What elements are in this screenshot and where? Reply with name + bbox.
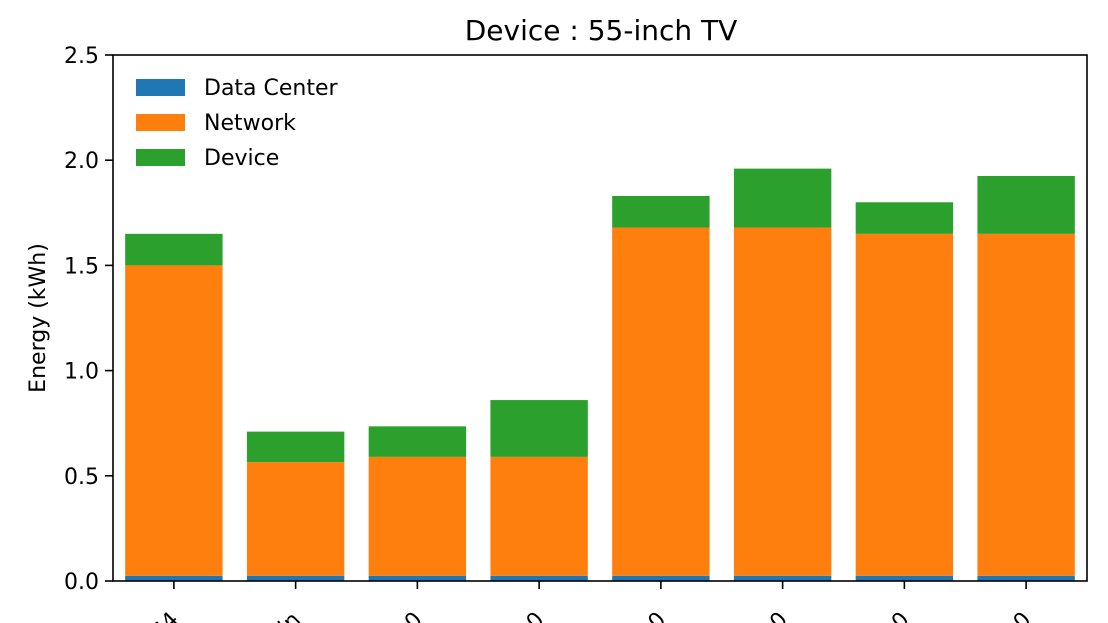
bar-network (246, 462, 345, 576)
x-axis-ticks: 64 in 10 10 10 10 10 10 (147, 581, 1036, 623)
legend-swatch (136, 149, 185, 166)
bar-device (612, 195, 710, 228)
y-axis-ticks: 0.0 0.5 1.0 1.5 2.0 2.5 (64, 44, 113, 595)
y-axis-label: Energy (kWh) (26, 243, 51, 393)
bar-device (977, 175, 1075, 234)
legend-label: Network (204, 111, 296, 136)
bar-network (612, 227, 710, 576)
x-tick-label: 10 (390, 608, 427, 623)
bar-device (368, 426, 467, 457)
bar-device (490, 400, 588, 457)
legend: Data Center Network Device (136, 76, 339, 171)
y-tick-label: 2.0 (64, 149, 99, 174)
bar-network (855, 233, 954, 576)
legend-swatch (136, 114, 185, 131)
bar-data-center (368, 575, 467, 581)
x-tick-label: 64 (147, 608, 184, 623)
legend-swatch (136, 79, 185, 96)
y-tick-label: 1.5 (64, 254, 99, 279)
bar-data-center (125, 575, 223, 581)
y-tick-label: 0.5 (64, 465, 99, 490)
bar-data-center (246, 575, 345, 581)
bar-network (977, 233, 1075, 576)
x-tick-label: 10 (877, 608, 914, 623)
legend-label: Device (204, 146, 279, 171)
legend-label: Data Center (204, 76, 339, 101)
plot-frame (112, 54, 1088, 582)
x-tick-label: 10 (999, 608, 1036, 623)
x-tick-label: 10 (634, 608, 671, 623)
bar-data-center (612, 575, 710, 581)
bar-network (125, 265, 223, 576)
y-tick-label: 1.0 (64, 360, 99, 385)
bar-network (490, 456, 588, 576)
x-tick-label: in (274, 608, 306, 623)
y-tick-label: 2.5 (64, 44, 99, 69)
bar-data-center (733, 575, 832, 581)
bars-group (125, 168, 1075, 581)
bar-device (733, 168, 832, 228)
chart-title: Device : 55-inch TV (465, 14, 738, 47)
bar-device (246, 431, 345, 463)
bar-device (855, 202, 954, 234)
bar-data-center (977, 575, 1075, 581)
bar-data-center (490, 575, 588, 581)
bar-network (368, 456, 467, 576)
bar-network (733, 227, 832, 576)
bar-data-center (855, 575, 954, 581)
x-tick-label: 10 (755, 608, 792, 623)
bar-device (125, 233, 223, 266)
x-tick-label: 10 (512, 608, 549, 623)
y-tick-label: 0.0 (64, 570, 99, 595)
